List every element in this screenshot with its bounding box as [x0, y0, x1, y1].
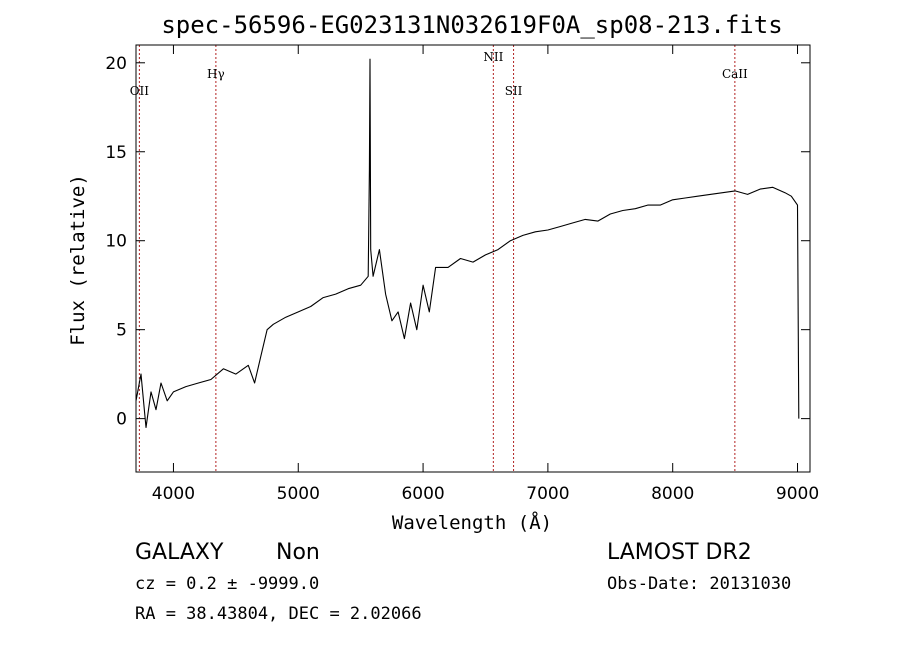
x-tick-label-0: 4000: [152, 484, 195, 504]
line-marker-label-4: CaII: [722, 67, 748, 81]
y-tick-label-1: 5: [116, 321, 127, 341]
line-marker-label-3: SII: [505, 84, 523, 98]
chart-title: spec-56596-EG023131N032619F0A_sp08-213.f…: [161, 11, 782, 39]
line-marker-label-1: Hγ: [207, 67, 225, 81]
plot-frame: [135, 44, 811, 473]
coordinates-line: RA = 38.43804, DEC = 2.02066: [135, 604, 422, 624]
y-tick-label-2: 10: [105, 232, 127, 252]
subclass-label: Non: [276, 540, 320, 565]
y-tick-label-3: 15: [105, 143, 127, 163]
line-marker-label-2: NII: [483, 50, 503, 64]
x-tick-label-3: 7000: [526, 484, 569, 504]
x-axis-label: Wavelength (Å): [392, 511, 552, 534]
x-tick-label-4: 8000: [651, 484, 694, 504]
plot-area: OII Hγ NII SII CaII 4000 5000 6000 7000 8000 9000 0…: [105, 44, 819, 504]
y-tick-label-4: 20: [105, 54, 127, 74]
y-tick-label-0: 0: [116, 410, 127, 430]
cz-line: cz = 0.2 ± -9999.0: [135, 574, 319, 594]
survey-label: LAMOST DR2: [607, 540, 752, 565]
obs-date-line: Obs-Date: 20131030: [607, 574, 791, 594]
object-class-label: GALAXY: [135, 540, 224, 565]
x-tick-label-5: 9000: [776, 484, 819, 504]
line-marker-label-0: OII: [130, 84, 150, 98]
spectrum-line: [135, 58, 800, 429]
y-axis-label: Flux (relative): [67, 174, 89, 346]
x-tick-label-2: 6000: [401, 484, 444, 504]
x-tick-label-1: 5000: [277, 484, 320, 504]
